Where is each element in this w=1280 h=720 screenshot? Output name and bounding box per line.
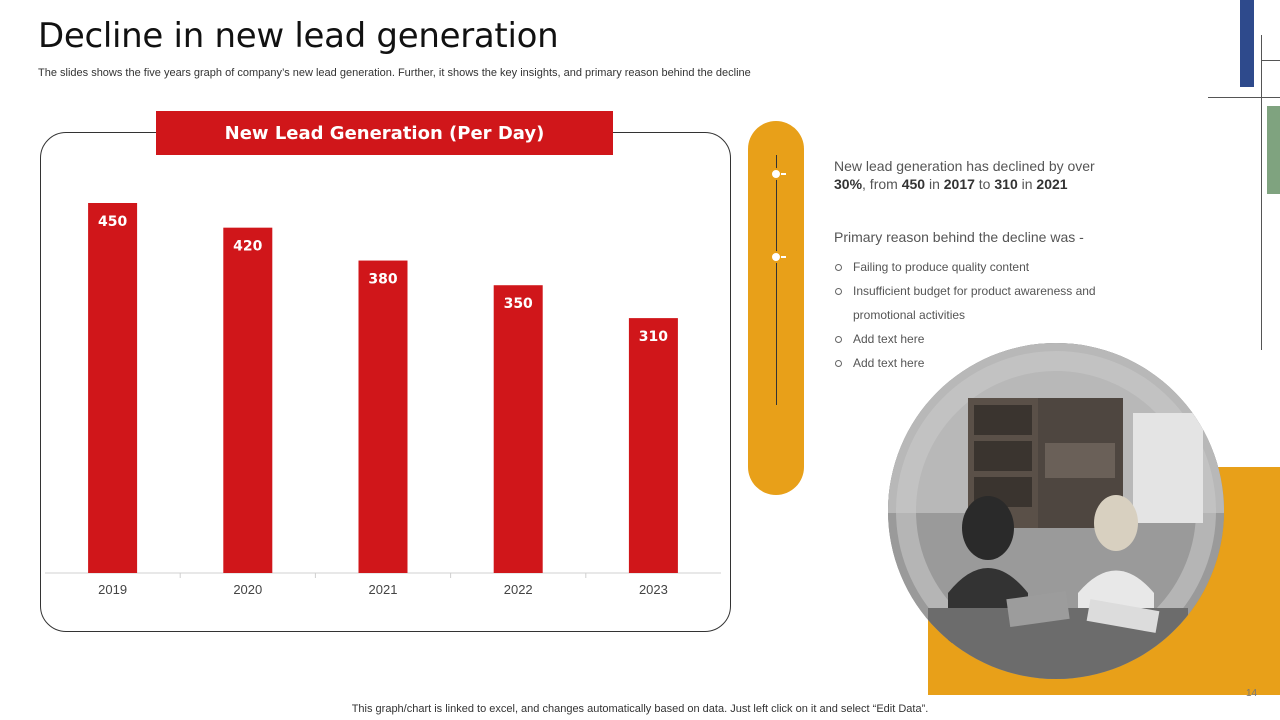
reason-item: Failing to produce quality content xyxy=(834,255,1114,279)
page-subtitle: The slides shows the five years graph of… xyxy=(38,67,751,79)
bar-value-label: 380 xyxy=(368,272,397,288)
bar-value-label: 310 xyxy=(639,329,668,345)
bar-value-label: 420 xyxy=(233,239,262,255)
bar-value-label: 450 xyxy=(98,214,127,230)
bar-2023[interactable] xyxy=(628,318,678,573)
reason-item: Insufficient budget for product awarenes… xyxy=(834,279,1114,327)
decorative-line xyxy=(1261,35,1262,350)
reason-item: Add text here xyxy=(834,327,1114,351)
footer-note: This graph/chart is linked to excel, and… xyxy=(351,703,929,715)
x-tick-label: 2021 xyxy=(369,582,398,597)
insight-text: New lead generation has declined by over xyxy=(834,158,1095,174)
insight-from-value: 450 xyxy=(901,176,926,192)
bar-2019[interactable] xyxy=(88,203,138,573)
x-tick-label: 2020 xyxy=(233,582,262,597)
decorative-green-bar xyxy=(1267,106,1280,194)
insight-text: in xyxy=(925,176,944,192)
x-tick-label: 2022 xyxy=(504,582,533,597)
meeting-photo-illustration xyxy=(888,343,1224,679)
page-title: Decline in new lead generation xyxy=(38,16,559,56)
decorative-line xyxy=(1208,97,1280,98)
decorative-blue-bar xyxy=(1240,0,1254,87)
chart-title: New Lead Generation (Per Day) xyxy=(156,111,613,155)
reason-title: Primary reason behind the decline was - xyxy=(834,229,1084,245)
bar-chart[interactable]: 450 2019 420 2020 380 2021 350 2022 310 2023 xyxy=(40,132,731,632)
timeline-marker-icon xyxy=(770,168,786,180)
reason-list: Failing to produce quality content Insuf… xyxy=(834,255,1114,375)
decorative-line xyxy=(1261,60,1280,61)
insight-from-year: 2017 xyxy=(943,176,975,192)
bar-2020[interactable] xyxy=(223,227,273,573)
x-tick-label: 2023 xyxy=(639,582,668,597)
page-number: 14 xyxy=(1246,688,1258,699)
timeline-marker-icon xyxy=(770,251,786,263)
key-insight: New lead generation has declined by over… xyxy=(834,157,1124,193)
insight-to-value: 310 xyxy=(994,176,1018,192)
meeting-photo xyxy=(888,343,1224,679)
insight-to-year: 2021 xyxy=(1036,176,1068,192)
bar-2021[interactable] xyxy=(358,260,408,573)
insight-percent: 30% xyxy=(834,176,863,192)
bar-value-label: 350 xyxy=(504,296,533,312)
bar-2022[interactable] xyxy=(493,285,543,573)
insight-text: to xyxy=(974,176,995,192)
x-tick-label: 2019 xyxy=(98,582,127,597)
insight-text: , from xyxy=(862,176,902,192)
reason-item: Add text here xyxy=(834,351,1114,375)
insight-text: in xyxy=(1017,176,1037,192)
timeline-line xyxy=(776,155,777,405)
